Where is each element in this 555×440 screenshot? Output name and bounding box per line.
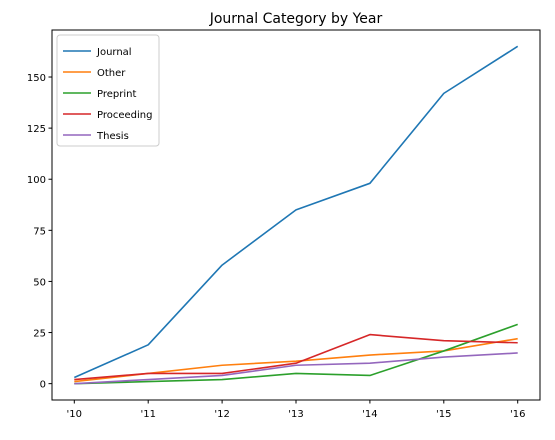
x-tick-label: '13 (288, 409, 303, 420)
legend-label: Proceeding (97, 110, 152, 121)
x-tick-label: '16 (510, 409, 525, 420)
series-line-journal (73, 45, 519, 379)
series-line-proceeding (74, 333, 518, 381)
legend-label: Journal (96, 47, 132, 58)
x-tick-label: '10 (67, 409, 82, 420)
y-axis: 0 25 50 75 100 125 150 (27, 73, 52, 391)
series-line-thesis (74, 352, 518, 385)
legend-label: Other (97, 68, 126, 79)
plot-frame (51, 29, 541, 401)
y-tick-label: 125 (27, 124, 46, 135)
x-tick-label: '15 (436, 409, 451, 420)
legend-box (56, 34, 160, 147)
y-tick-label: 150 (27, 73, 46, 84)
legend: Journal Other Preprint Proceeding Thesis (56, 34, 160, 147)
legend-label: Preprint (97, 89, 136, 100)
x-tick-label: '11 (140, 409, 155, 420)
x-tick-label: '14 (362, 409, 377, 420)
series-line-preprint (74, 323, 518, 385)
y-tick-label: 100 (27, 175, 46, 186)
y-tick-label: 75 (33, 226, 46, 237)
y-tick-label: 0 (40, 380, 46, 391)
series-line-other (74, 337, 518, 383)
chart-title: Journal Category by Year (209, 11, 383, 27)
series-lines (73, 45, 519, 385)
y-tick-label: 50 (33, 277, 46, 288)
x-axis: '10 '11 '12 '13 '14 '15 '16 (67, 400, 525, 420)
legend-label: Thesis (96, 131, 129, 142)
x-tick-label: '12 (214, 409, 229, 420)
y-tick-label: 25 (33, 329, 46, 340)
